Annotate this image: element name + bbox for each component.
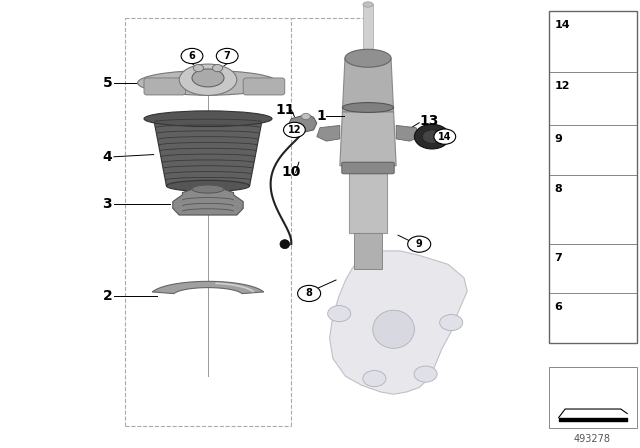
Text: 1: 1 bbox=[317, 109, 326, 124]
Ellipse shape bbox=[192, 69, 224, 87]
FancyBboxPatch shape bbox=[243, 78, 285, 95]
Text: 11: 11 bbox=[275, 103, 294, 117]
Ellipse shape bbox=[280, 240, 289, 249]
Polygon shape bbox=[349, 166, 387, 233]
Bar bbox=[549, 175, 637, 244]
Bar bbox=[549, 293, 637, 343]
Ellipse shape bbox=[345, 49, 391, 67]
Text: 9: 9 bbox=[416, 239, 422, 249]
Text: 12: 12 bbox=[554, 81, 570, 90]
Bar bbox=[549, 11, 637, 72]
Bar bbox=[354, 233, 382, 269]
Bar bbox=[549, 244, 637, 293]
Text: 6: 6 bbox=[189, 51, 195, 61]
Ellipse shape bbox=[166, 180, 250, 192]
Polygon shape bbox=[396, 125, 420, 141]
Circle shape bbox=[193, 65, 204, 72]
Text: 3: 3 bbox=[102, 197, 112, 211]
Circle shape bbox=[408, 236, 431, 252]
Polygon shape bbox=[340, 112, 396, 166]
Circle shape bbox=[363, 370, 386, 387]
Ellipse shape bbox=[415, 125, 449, 149]
FancyBboxPatch shape bbox=[342, 162, 394, 174]
Ellipse shape bbox=[422, 130, 442, 143]
Polygon shape bbox=[152, 281, 264, 293]
Bar bbox=[549, 367, 637, 428]
Ellipse shape bbox=[179, 64, 237, 95]
Text: 12: 12 bbox=[287, 125, 301, 135]
Text: 6: 6 bbox=[554, 302, 562, 312]
Text: 10: 10 bbox=[282, 165, 301, 180]
Text: 2: 2 bbox=[102, 289, 112, 303]
Polygon shape bbox=[173, 189, 243, 215]
Ellipse shape bbox=[342, 103, 394, 112]
Bar bbox=[549, 125, 637, 175]
Circle shape bbox=[216, 48, 238, 64]
Text: 7: 7 bbox=[554, 253, 562, 263]
Polygon shape bbox=[154, 119, 262, 186]
Text: 493278: 493278 bbox=[573, 434, 611, 444]
Ellipse shape bbox=[192, 185, 224, 193]
Text: 5: 5 bbox=[102, 76, 112, 90]
Ellipse shape bbox=[138, 71, 278, 95]
Circle shape bbox=[212, 65, 223, 72]
Bar bbox=[363, 4, 373, 54]
Polygon shape bbox=[288, 114, 317, 132]
Polygon shape bbox=[317, 125, 340, 141]
Ellipse shape bbox=[144, 111, 272, 127]
Text: 14: 14 bbox=[438, 132, 452, 142]
Ellipse shape bbox=[372, 310, 415, 349]
FancyBboxPatch shape bbox=[144, 78, 186, 95]
Circle shape bbox=[434, 129, 456, 144]
Polygon shape bbox=[342, 58, 394, 112]
Circle shape bbox=[440, 314, 463, 331]
Circle shape bbox=[284, 122, 305, 138]
Text: 8: 8 bbox=[554, 184, 562, 194]
Circle shape bbox=[301, 113, 310, 120]
Text: 7: 7 bbox=[224, 51, 230, 61]
Circle shape bbox=[414, 366, 437, 382]
Bar bbox=[549, 72, 637, 125]
Circle shape bbox=[181, 48, 203, 64]
Bar bbox=[549, 11, 637, 343]
Polygon shape bbox=[330, 251, 467, 394]
Text: 14: 14 bbox=[554, 20, 570, 30]
Circle shape bbox=[328, 306, 351, 322]
Ellipse shape bbox=[363, 2, 373, 7]
Text: 9: 9 bbox=[554, 134, 562, 144]
Text: 4: 4 bbox=[102, 150, 112, 164]
Circle shape bbox=[298, 285, 321, 302]
Text: 13: 13 bbox=[419, 114, 438, 128]
Text: 8: 8 bbox=[306, 289, 312, 298]
